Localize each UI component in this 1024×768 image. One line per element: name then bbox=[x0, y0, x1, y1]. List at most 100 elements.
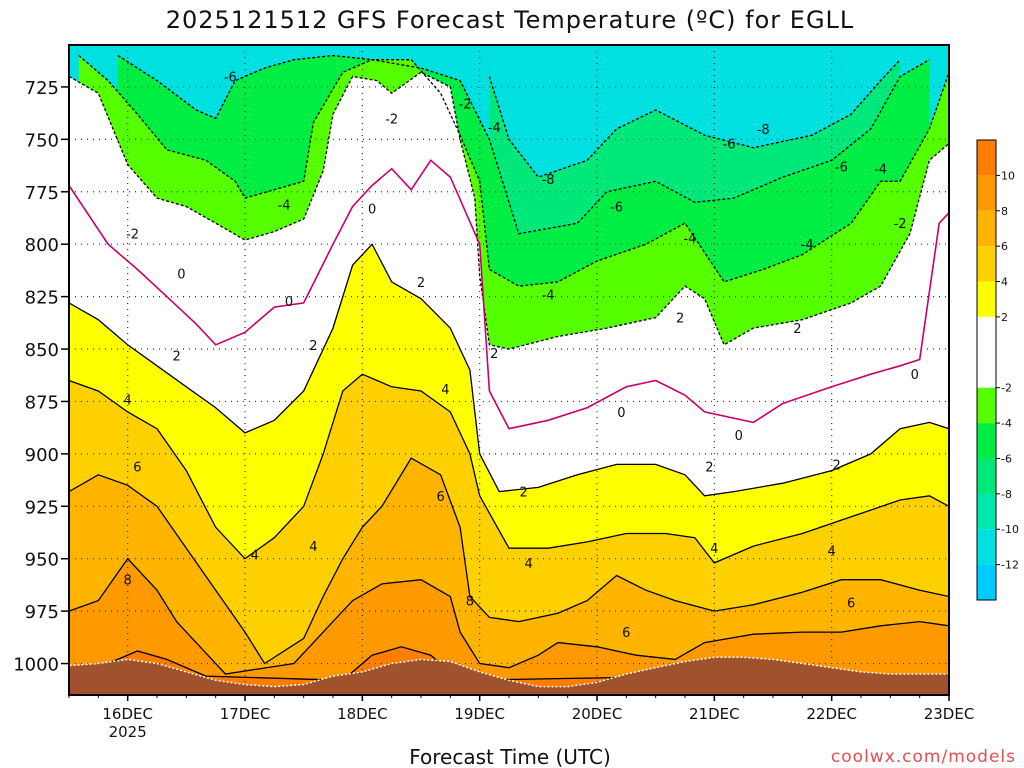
contour-label: -4 bbox=[683, 232, 696, 247]
contour-label: 0 bbox=[911, 368, 919, 383]
y-tick-label: 800 bbox=[25, 235, 59, 256]
colorbar-band bbox=[977, 246, 996, 282]
contour-label: 2 bbox=[490, 347, 498, 362]
contour-fills bbox=[69, 45, 949, 695]
x-tick-label: 17DEC bbox=[220, 705, 271, 723]
colorbar-frame bbox=[976, 139, 997, 601]
colorbar-tick-label: -8 bbox=[1001, 488, 1012, 501]
colorbar-band bbox=[977, 529, 996, 565]
contour-label: -2 bbox=[894, 217, 907, 232]
contour-label: 0 bbox=[735, 429, 743, 444]
contour-label: 0 bbox=[617, 406, 625, 421]
contour-label: 0 bbox=[368, 203, 376, 218]
colorbar-band bbox=[977, 140, 996, 176]
contour-label: -2 bbox=[126, 228, 139, 243]
colorbar-tick-label: 10 bbox=[1001, 169, 1015, 182]
x-tick-label: 19DEC bbox=[454, 705, 505, 723]
contour-label: 4 bbox=[710, 542, 718, 557]
y-tick-label: 725 bbox=[25, 78, 59, 99]
colorbar-band bbox=[977, 423, 996, 459]
contour-label: 4 bbox=[524, 557, 532, 572]
contour-label: -4 bbox=[542, 289, 555, 304]
y-tick-label: 925 bbox=[25, 497, 59, 518]
isotherm-2 bbox=[69, 243, 949, 497]
fill-above-6 bbox=[69, 458, 949, 695]
colorbar: 10 8 6 4 2 -2 -4 -6 -8 -10 -12 bbox=[976, 139, 1019, 601]
y-tick-label: 775 bbox=[25, 183, 59, 204]
contour-label: 4 bbox=[828, 544, 836, 559]
colorbar-band bbox=[977, 316, 996, 388]
isotherm-6 bbox=[69, 457, 949, 665]
contour-label: 2 bbox=[309, 339, 317, 354]
contour-label: 6 bbox=[436, 490, 444, 505]
contour-label: 4 bbox=[124, 393, 132, 408]
contour-label: 4 bbox=[441, 383, 449, 398]
colorbar-band bbox=[977, 387, 996, 424]
terrain-ground bbox=[69, 656, 949, 695]
contour-label: 4 bbox=[309, 540, 317, 555]
contour-label: -4 bbox=[278, 198, 291, 213]
colorbar-tick-label: -4 bbox=[1001, 417, 1012, 430]
y-tick-label: 875 bbox=[25, 392, 59, 413]
isotherm-4 bbox=[69, 373, 949, 564]
contour-label: 2 bbox=[832, 458, 840, 473]
contour-label: 8 bbox=[124, 574, 132, 589]
contour-label: 8 bbox=[466, 595, 474, 610]
contour-label: -4 bbox=[874, 163, 887, 178]
colorbar-tick-label: 4 bbox=[1001, 276, 1008, 289]
colorbar-tick-label: -12 bbox=[1001, 559, 1019, 572]
y-tick-label: 900 bbox=[25, 445, 59, 466]
colorbar-tick-label: 2 bbox=[1001, 311, 1008, 324]
contour-label: 2 bbox=[705, 461, 713, 476]
colorbar-band bbox=[977, 493, 996, 530]
contour-label: 0 bbox=[177, 268, 185, 283]
contour-label: -6 bbox=[610, 201, 623, 216]
colorbar-band bbox=[977, 564, 996, 600]
colorbar-tick-label: -10 bbox=[1001, 523, 1019, 536]
isotherm--6 bbox=[117, 54, 930, 235]
contour-label: -6 bbox=[723, 138, 736, 153]
y-tick-label: 1000 bbox=[13, 655, 59, 676]
x-axis-label: Forecast Time (UTC) bbox=[409, 745, 611, 768]
y-tick-label: 950 bbox=[25, 550, 59, 571]
grid bbox=[69, 45, 949, 695]
contour-label: -4 bbox=[801, 238, 814, 253]
contour-label: 6 bbox=[847, 597, 855, 612]
x-tick-sublabel: 2025 bbox=[109, 723, 147, 741]
y-tick-label: 825 bbox=[25, 288, 59, 309]
contour-label: 2 bbox=[417, 276, 425, 291]
x-tick-label: 23DEC bbox=[924, 705, 975, 723]
contour-label: -2 bbox=[459, 98, 472, 113]
colorbar-tick-label: -6 bbox=[1001, 452, 1012, 465]
colorbar-band bbox=[977, 175, 996, 211]
y-tick-label: 850 bbox=[25, 340, 59, 361]
colorbar-band bbox=[977, 281, 996, 317]
isotherm--4 bbox=[78, 55, 949, 287]
y-tick-label: 975 bbox=[25, 602, 59, 623]
isotherm-0 bbox=[69, 159, 949, 430]
credit-text: coolwx.com/models bbox=[831, 747, 1016, 767]
chart-title: 2025121512 GFS Forecast Temperature (ºC)… bbox=[166, 6, 855, 34]
contour-label: 2 bbox=[172, 349, 180, 364]
y-axis: 725 750 775 800 825 850 875 900 925 950 975 1000 bbox=[13, 78, 69, 676]
isotherm-8 bbox=[69, 557, 949, 675]
terrain bbox=[69, 656, 949, 695]
contour-label: 4 bbox=[251, 549, 259, 564]
isotherm--2 bbox=[69, 71, 949, 350]
contour-label: 6 bbox=[622, 626, 630, 641]
contour-label: 2 bbox=[676, 312, 684, 327]
x-tick-label: 20DEC bbox=[572, 705, 623, 723]
contour-label: -2 bbox=[385, 112, 398, 127]
x-tick-label: 16DEC bbox=[102, 705, 153, 723]
contour-label: -6 bbox=[835, 161, 848, 176]
x-tick-label: 21DEC bbox=[689, 705, 740, 723]
x-tick-label: 18DEC bbox=[337, 705, 388, 723]
colorbar-band bbox=[977, 210, 996, 247]
contour-label: -8 bbox=[542, 173, 555, 188]
contour-label: 6 bbox=[133, 461, 141, 476]
colorbar-tick-label: 8 bbox=[1001, 205, 1008, 218]
contour-label: -4 bbox=[488, 121, 501, 136]
contour-label: -6 bbox=[224, 71, 237, 86]
